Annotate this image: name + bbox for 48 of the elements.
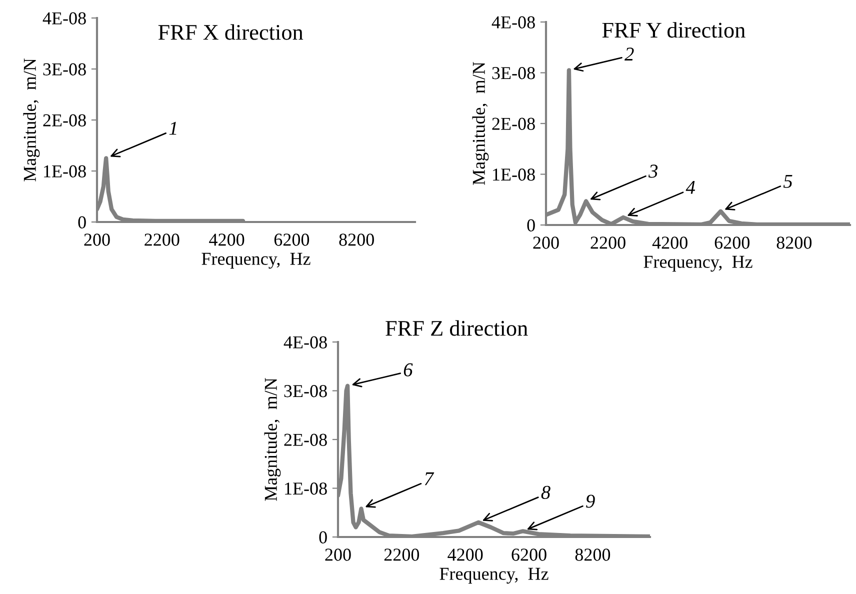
x-tick-label: 200 xyxy=(325,548,351,561)
x-axis-title: Frequency, Hz xyxy=(440,568,548,584)
x-tick-label: 2200 xyxy=(590,236,626,249)
x-tick-label: 6200 xyxy=(714,236,750,249)
chart-title: FRF Z direction xyxy=(386,320,528,336)
x-tick-label: 4200 xyxy=(652,236,688,249)
y-tick-label: 3E-08 xyxy=(492,67,535,80)
y-tick-label: 2E-08 xyxy=(43,114,86,126)
x-tick-label: 4200 xyxy=(448,548,483,561)
x-axis-title: Frequency, Hz xyxy=(202,252,310,269)
x-tick-label: 6200 xyxy=(274,234,310,246)
y-axis-title: Magnitude, m/N xyxy=(264,378,281,501)
y-tick-label: 1E-08 xyxy=(285,482,327,495)
annotation: 7 xyxy=(424,472,434,486)
x-tick-label: 4200 xyxy=(209,234,244,246)
annotation: 9 xyxy=(586,494,595,508)
y-tick-label: 2E-08 xyxy=(284,434,327,446)
y-tick-label: 0 xyxy=(319,531,327,544)
chart-title: FRF Y direction xyxy=(602,22,746,38)
annotation: 2 xyxy=(624,48,634,61)
x-tick-label: 200 xyxy=(533,236,559,249)
x-tick-label: 8200 xyxy=(776,236,812,249)
y-tick-label: 1E-08 xyxy=(493,168,535,181)
y-tick-label: 3E-08 xyxy=(43,63,86,76)
annotation: 5 xyxy=(783,174,792,188)
y-axis-title: Magnitude, m/N xyxy=(23,58,40,182)
x-tick-label: 8200 xyxy=(339,234,374,246)
annotation: 4 xyxy=(686,181,696,194)
x-axis-title: Frequency, Hz xyxy=(644,256,752,272)
y-tick-label: 1E-08 xyxy=(44,165,86,178)
x-tick-label: 200 xyxy=(84,234,110,246)
chart-title: FRF X direction xyxy=(158,24,304,40)
x-tick-label: 6200 xyxy=(512,548,546,561)
annotation: 3 xyxy=(648,164,658,178)
annotation: 8 xyxy=(541,486,550,499)
x-tick-label: 2200 xyxy=(144,234,180,246)
annotation: 1 xyxy=(169,122,176,135)
y-tick-label: 0 xyxy=(527,219,535,232)
x-tick-label: 8200 xyxy=(575,548,610,561)
y-tick-label: 4E-08 xyxy=(492,16,535,28)
annotation: 6 xyxy=(404,363,413,376)
y-tick-label: 2E-08 xyxy=(492,118,535,130)
y-tick-label: 0 xyxy=(78,216,86,228)
y-axis-title: Magnitude, m/N xyxy=(472,62,489,185)
y-tick-label: 3E-08 xyxy=(284,385,327,398)
y-tick-label: 4E-08 xyxy=(42,12,86,24)
y-tick-label: 4E-08 xyxy=(284,336,327,348)
x-tick-label: 2200 xyxy=(384,548,420,561)
